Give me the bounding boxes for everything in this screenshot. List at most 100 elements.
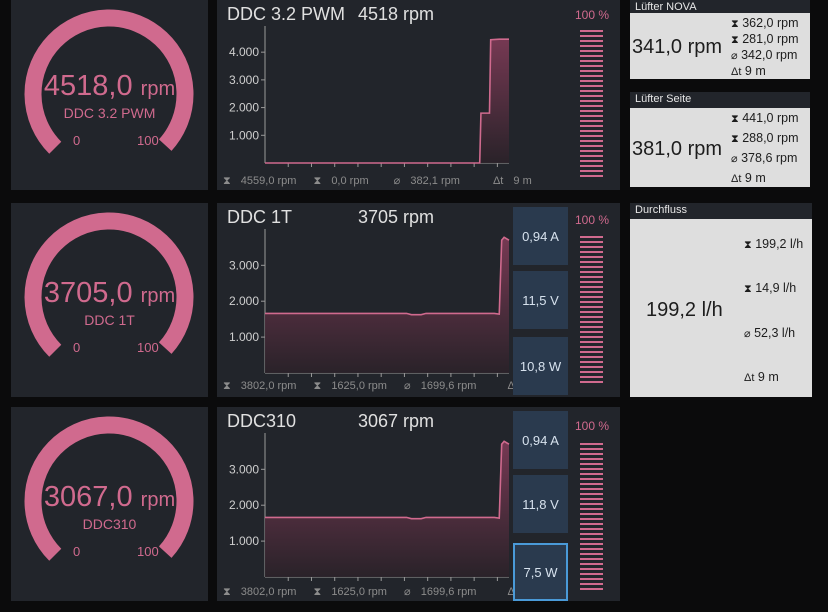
chart-value: 3705 rpm [358,207,435,227]
delta-time-icon: Δt [507,380,517,392]
level-bar [580,286,603,288]
level-bar [580,90,603,92]
sensor-min: ⧗ 281,0 rpm [731,32,799,46]
average-icon: ⌀ [404,380,411,392]
sensor-time: Δt 9 m [731,171,766,185]
level-bar [580,523,603,525]
min-stat: ⧗ 1625,0 rpm [313,586,387,598]
level-bar [580,85,603,87]
hourglass-bottom-icon: ⧗ [731,34,739,46]
level-bar [580,488,603,490]
delta-time-icon: Δt [507,586,517,598]
level-bar [580,311,603,313]
gauge-panel-ddc1t: 3705,0 rpm DDC 1T 0 100 [11,203,208,397]
level-bar [580,75,603,77]
sensor-title: Lüfter Seite [630,92,810,108]
avg-stat: ⌀ 382,1 rpm [393,175,460,187]
level-bar [580,458,603,460]
sensor-max: ⧗ 362,0 rpm [731,16,799,30]
percent-label: 100 % [575,419,610,433]
hourglass-bottom-icon: ⧗ [731,133,739,145]
hourglass-top-icon: ⧗ [223,175,231,187]
chart-title: DDC 1T [227,207,293,227]
level-bar [580,548,603,550]
level-bar [580,251,603,253]
current-tile[interactable]: 0,94 A [513,411,568,469]
sensor-time: Δt 9 m [744,370,779,384]
level-bar [580,538,603,540]
voltage-tile[interactable]: 11,8 V [513,475,568,533]
level-bar [580,533,603,535]
y-tick-label: 2.000 [229,294,259,308]
hourglass-top-icon: ⧗ [744,239,752,251]
gauge-value: 3067,0 rpm [43,481,176,513]
level-bar [580,518,603,520]
level-bar [580,140,603,142]
hourglass-bottom-icon: ⧗ [313,586,322,598]
average-icon: ⌀ [744,328,751,340]
current-tile[interactable]: 0,94 A [513,207,568,265]
level-bar [580,356,603,358]
level-bar [580,256,603,258]
level-bar [580,336,603,338]
gauge-value: 4518,0 rpm [43,70,176,102]
level-bar [580,351,603,353]
level-bar [580,493,603,495]
level-bar [580,261,603,263]
level-bar [580,80,603,82]
delta-time-icon: Δt [731,173,742,185]
level-bar [580,473,603,475]
gauge-name: DDC 1T [84,312,135,328]
chart-value: 3067 rpm [358,411,435,431]
level-bar [580,361,603,363]
power-tile[interactable]: 7,5 W [513,543,568,601]
delta-time-icon: Δt [492,175,504,187]
level-bar [580,155,603,157]
hourglass-top-icon: ⧗ [731,113,739,125]
y-tick-label: 2.000 [229,498,259,512]
level-bar [580,381,603,383]
level-bar [580,246,603,248]
gauge-max: 100 [137,544,159,559]
level-bar [580,50,603,52]
level-bar [580,326,603,328]
level-bar [580,115,603,117]
sensor-max: ⧗ 199,2 l/h [744,237,804,251]
level-bar [580,478,603,480]
voltage-tile[interactable]: 11,5 V [513,271,568,329]
percent-label: 100 % [575,213,610,227]
level-bar [580,316,603,318]
level-bar [580,120,603,122]
level-bar [580,453,603,455]
level-bar [580,271,603,273]
level-bar [580,70,603,72]
y-tick-label: 3.000 [229,462,259,476]
level-bar [580,296,603,298]
level-bar [580,498,603,500]
chart-stats: ⧗ 3802,0 rpm ⧗ 1625,0 rpm ⌀ 1699,6 rpm Δ… [223,585,560,599]
level-bar [580,573,603,575]
sensor-min: ⧗ 288,0 rpm [731,131,799,145]
avg-stat: ⌀ 1699,6 rpm [404,586,477,598]
chart-panel-ddc32pwm: DDC 3.2 PWM 4518 rpm 4.000 3.000 2.000 1.00… [217,0,620,190]
level-bar [580,366,603,368]
level-bar [580,346,603,348]
power-tile[interactable]: 10,8 W [513,337,568,395]
min-stat: ⧗ 1625,0 rpm [313,380,387,392]
avg-stat: ⌀ 1699,6 rpm [404,380,477,392]
gauge-arc [24,9,194,154]
y-tick-label: 1.000 [229,534,259,548]
chart-stats: ⧗ 3802,0 rpm ⧗ 1625,0 rpm ⌀ 1699,6 rpm Δ… [223,379,560,393]
gauge-value: 3705,0 rpm [43,277,176,309]
level-bar [580,543,603,545]
average-icon: ⌀ [393,175,401,187]
gauge-max: 100 [137,340,159,355]
chart-panel-ddc310: DDC310 3067 rpm 3.000 2.000 1.000 ⧗ 3802,0… [217,407,620,601]
hourglass-bottom-icon: ⧗ [313,175,322,187]
line-chart: 4.000 3.000 2.000 1.000 [229,26,509,167]
gauge-max: 100 [137,133,159,148]
sensor-max: ⧗ 441,0 rpm [731,111,799,125]
level-bar [580,150,603,152]
sensor-card-durchfluss: Durchfluss 199,2 l/h ⧗ 199,2 l/h ⧗ 14,9 … [630,203,812,397]
level-bar [580,376,603,378]
